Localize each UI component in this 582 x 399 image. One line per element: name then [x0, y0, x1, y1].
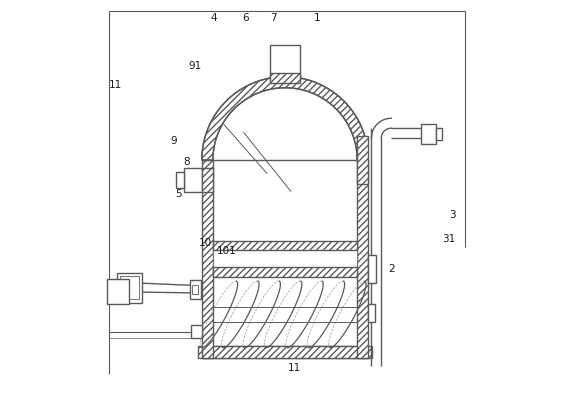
- Bar: [107, 279, 129, 304]
- Bar: [184, 168, 202, 192]
- Bar: [192, 285, 198, 294]
- Bar: [116, 273, 143, 302]
- Bar: [120, 276, 139, 299]
- Text: 91: 91: [189, 61, 202, 71]
- Text: 11: 11: [109, 80, 122, 91]
- Bar: [270, 45, 300, 79]
- Text: 9: 9: [171, 136, 178, 146]
- Bar: [198, 346, 372, 358]
- Bar: [202, 168, 213, 192]
- Polygon shape: [202, 77, 368, 160]
- Bar: [436, 128, 442, 140]
- Bar: [191, 326, 202, 338]
- Bar: [176, 172, 184, 188]
- Bar: [202, 160, 213, 358]
- Bar: [202, 346, 368, 358]
- Bar: [213, 267, 357, 277]
- Text: 3: 3: [449, 210, 456, 220]
- Text: 11: 11: [288, 363, 301, 373]
- Bar: [213, 250, 357, 267]
- Text: 1: 1: [314, 13, 320, 23]
- Bar: [421, 124, 436, 144]
- Text: 7: 7: [270, 13, 276, 23]
- Text: 10: 10: [199, 238, 212, 248]
- Text: 8: 8: [183, 157, 190, 167]
- Bar: [270, 73, 300, 83]
- Text: 31: 31: [442, 234, 455, 244]
- Bar: [368, 255, 376, 283]
- Text: 6: 6: [242, 13, 249, 23]
- Text: 2: 2: [389, 264, 395, 274]
- Bar: [357, 160, 368, 358]
- Bar: [368, 304, 375, 322]
- Text: 4: 4: [211, 13, 217, 23]
- Text: 101: 101: [217, 246, 237, 256]
- Polygon shape: [213, 88, 357, 160]
- Text: 5: 5: [175, 189, 182, 199]
- Bar: [190, 280, 201, 298]
- Bar: [213, 241, 357, 250]
- Bar: [357, 136, 368, 184]
